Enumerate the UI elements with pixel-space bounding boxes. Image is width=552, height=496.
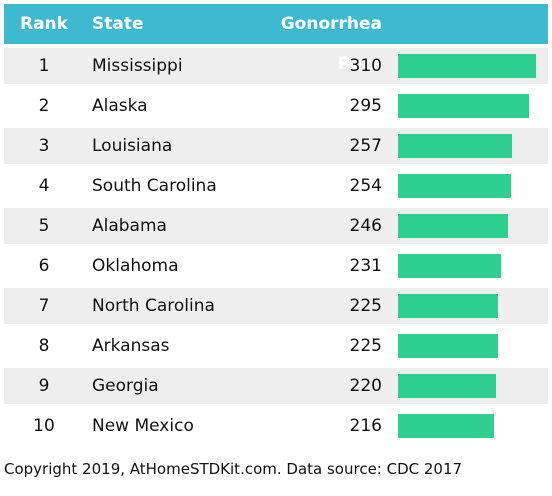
- state-cell: Alabama: [92, 216, 167, 236]
- rate-bar: [398, 54, 536, 78]
- header-bar-column: [388, 4, 548, 44]
- rate-bar: [398, 334, 498, 358]
- table-row: 6 Oklahoma 231: [4, 248, 548, 284]
- bar-cell: [388, 88, 548, 124]
- table-row: 7 North Carolina 225: [4, 288, 548, 324]
- rate-cell: 254: [349, 176, 382, 196]
- bar-cell: [388, 328, 548, 364]
- rank-cell: 8: [38, 336, 50, 356]
- rank-cell: 9: [38, 376, 50, 396]
- table-row: 4 South Carolina 254: [4, 168, 548, 204]
- header-state: State: [92, 14, 144, 34]
- rank-cell: 5: [38, 216, 50, 236]
- rate-cell: 257: [349, 136, 382, 156]
- table-body: 1 Mississippi 310 2 Alaska 295 3 Louisiana 257 4 S…: [4, 48, 548, 444]
- rate-bar: [398, 294, 498, 318]
- rate-bar: [398, 134, 512, 158]
- rank-cell: 10: [33, 416, 55, 436]
- rank-cell: 7: [38, 296, 50, 316]
- rate-cell: 216: [349, 416, 382, 436]
- table-row: 2 Alaska 295: [4, 88, 548, 124]
- rate-cell: 310: [349, 56, 382, 76]
- footer-credit: Copyright 2019, AtHomeSTDKit.com. Data s…: [4, 460, 463, 478]
- rate-bar: [398, 214, 508, 238]
- rank-cell: 4: [38, 176, 50, 196]
- state-cell: North Carolina: [92, 296, 215, 316]
- rate-bar: [398, 254, 501, 278]
- rate-cell: 225: [349, 296, 382, 316]
- state-cell: Oklahoma: [92, 256, 179, 276]
- table-row: 3 Louisiana 257: [4, 128, 548, 164]
- rate-cell: 231: [349, 256, 382, 276]
- bar-cell: [388, 48, 548, 84]
- rate-cell: 246: [349, 216, 382, 236]
- rate-cell: 220: [349, 376, 382, 396]
- rate-bar: [398, 174, 511, 198]
- bar-cell: [388, 408, 548, 444]
- state-cell: South Carolina: [92, 176, 217, 196]
- rank-cell: 6: [38, 256, 50, 276]
- table-row: 10 New Mexico 216: [4, 408, 548, 444]
- header-rate: Gonorrhea Rate: [280, 14, 382, 74]
- rank-cell: 1: [38, 56, 50, 76]
- table-header: Rank State Gonorrhea Rate: [4, 4, 548, 74]
- bar-cell: [388, 208, 548, 244]
- state-cell: Arkansas: [92, 336, 170, 356]
- rank-cell: 2: [38, 96, 50, 116]
- header-rank: Rank: [20, 14, 68, 34]
- rate-cell: 295: [349, 96, 382, 116]
- bar-cell: [388, 248, 548, 284]
- table-row: 9 Georgia 220: [4, 368, 548, 404]
- state-cell: Alaska: [92, 96, 148, 116]
- ranking-table: Rank State Gonorrhea Rate 1 Mississippi 31…: [4, 4, 548, 444]
- bar-cell: [388, 128, 548, 164]
- table-row: 8 Arkansas 225: [4, 328, 548, 364]
- table-row: 1 Mississippi 310: [4, 48, 548, 84]
- state-cell: Georgia: [92, 376, 159, 396]
- rate-cell: 225: [349, 336, 382, 356]
- rate-bar: [398, 94, 529, 118]
- rank-cell: 3: [38, 136, 50, 156]
- rate-bar: [398, 414, 494, 438]
- rate-bar: [398, 374, 496, 398]
- state-cell: Mississippi: [92, 56, 183, 76]
- state-cell: New Mexico: [92, 416, 194, 436]
- bar-cell: [388, 168, 548, 204]
- bar-cell: [388, 368, 548, 404]
- bar-cell: [388, 288, 548, 324]
- table-row: 5 Alabama 246: [4, 208, 548, 244]
- state-cell: Louisiana: [92, 136, 173, 156]
